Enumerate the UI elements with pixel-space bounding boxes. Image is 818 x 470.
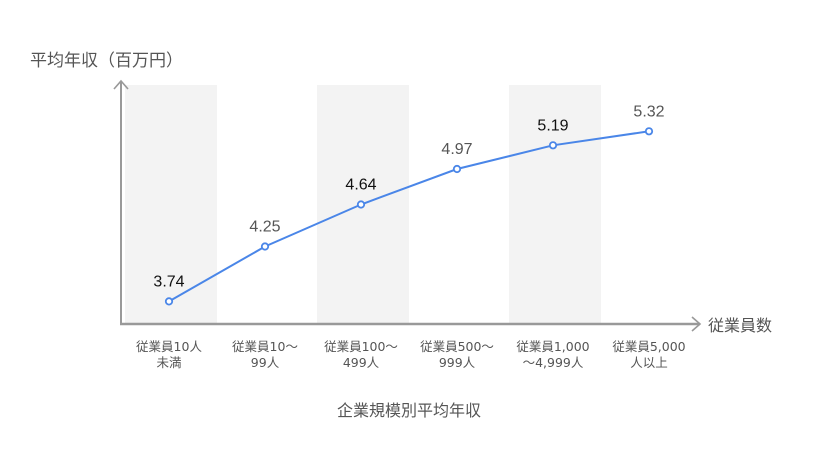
data-point [644, 127, 654, 136]
x-axis [120, 316, 702, 332]
value-label: 5.19 [537, 117, 568, 134]
chart-title: 企業規模別平均年収 [337, 401, 481, 420]
band [509, 85, 601, 324]
data-point [164, 297, 174, 306]
x-tick-label: 従業員10人未満 [136, 339, 202, 370]
x-axis-arrow-icon [691, 316, 702, 332]
band [125, 85, 217, 324]
y-axis-arrow-icon [113, 79, 129, 90]
x-tick-label: 従業員1,000 〜4,999人 [516, 339, 589, 370]
x-tick-label: 従業員10〜 99人 [232, 339, 298, 370]
value-label: 4.97 [441, 141, 472, 158]
data-point [260, 242, 270, 251]
x-tick-label: 従業員100〜 499人 [324, 339, 398, 370]
x-tick-label: 従業員500〜 999人 [420, 339, 494, 370]
value-label: 3.74 [153, 273, 184, 290]
series-line [168, 130, 650, 303]
y-axis-label: 平均年収（百万円） [30, 51, 183, 71]
value-label: 4.25 [249, 219, 280, 236]
data-point [356, 200, 366, 209]
value-label: 4.64 [345, 177, 376, 194]
data-point [548, 141, 558, 150]
y-axis [113, 79, 129, 325]
data-points [164, 127, 654, 306]
value-labels: 3.74 4.25 4.64 4.97 5.19 5.32 [153, 103, 664, 290]
data-point [452, 164, 462, 174]
x-tick-label: 従業員5,000 人以上 [612, 339, 685, 370]
value-label: 5.32 [633, 103, 664, 120]
x-axis-label: 従業員数 [708, 316, 772, 335]
